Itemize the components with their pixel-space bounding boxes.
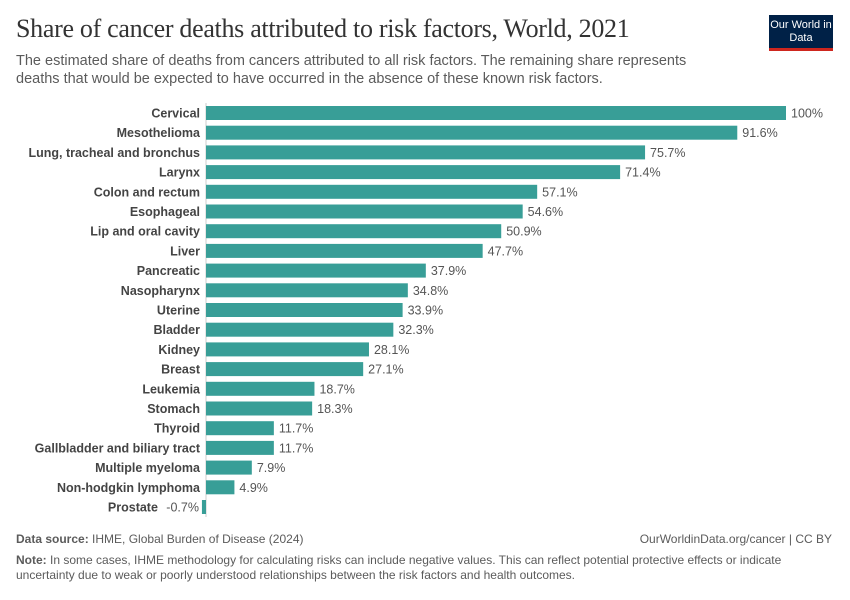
bar[interactable] [206,125,738,140]
value-label: 91.6% [742,126,777,140]
value-label: 32.3% [398,323,433,337]
bar[interactable] [206,421,274,436]
category-label: Multiple myeloma [95,461,201,475]
note-label: Note: [16,553,47,567]
source-label: Data source: [16,532,89,546]
value-label: 75.7% [650,146,685,160]
category-label: Thyroid [154,422,200,436]
bar[interactable] [206,381,315,396]
category-label: Prostate [108,501,158,515]
chart-title: Share of cancer deaths attributed to ris… [16,14,630,43]
category-label: Uterine [157,304,200,318]
value-label: 11.7% [279,422,314,436]
value-label: 18.3% [317,402,352,416]
value-label: 100% [791,107,823,121]
note-text: In some cases, IHME methodology for calc… [16,553,782,582]
value-label: 11.7% [279,441,314,455]
bar[interactable] [206,401,313,416]
value-label: 50.9% [506,225,541,239]
category-label: Bladder [153,323,200,337]
category-label: Non-hodgkin lymphoma [57,481,201,495]
bar[interactable] [206,303,403,317]
chart-url[interactable]: OurWorldinData.org/cancer | CC BY [639,532,832,546]
data-source: Data source: IHME, Global Burden of Dise… [16,532,303,546]
bar[interactable] [206,283,408,298]
bar[interactable] [206,440,274,455]
category-label: Leukemia [142,382,201,396]
bar[interactable] [206,480,235,495]
category-label: Liver [170,244,200,258]
chart-subtitle: The estimated share of deaths from cance… [16,53,687,87]
chart-note: Note: In some cases, IHME methodology fo… [16,553,816,583]
value-label: 18.7% [319,382,354,396]
category-label: Lung, tracheal and bronchus [28,146,200,160]
category-label: Stomach [147,402,200,416]
value-label: 33.9% [408,304,443,318]
category-label: Kidney [158,343,200,357]
value-label: 28.1% [374,343,409,357]
category-label: Colon and rectum [94,185,200,199]
bar[interactable] [206,460,252,475]
source-text[interactable]: IHME, Global Burden of Disease (2024) [92,532,304,546]
value-label: 7.9% [257,461,286,475]
category-label: Breast [161,363,201,377]
category-label: Nasopharynx [121,284,200,298]
bar[interactable] [206,322,394,337]
value-label: 37.9% [431,264,466,278]
bar[interactable] [206,145,646,160]
category-label: Gallbladder and biliary tract [35,441,201,455]
category-label: Esophageal [130,205,200,219]
bar[interactable] [206,165,621,180]
category-label: Mesothelioma [117,126,201,140]
category-label: Larynx [159,166,200,180]
value-label: 57.1% [542,185,577,199]
bar[interactable] [206,263,426,278]
bar-chart: Cervical 100% Mesothelioma 91.6% Lung, trach… [28,103,823,517]
value-label: 4.9% [239,481,267,495]
bar[interactable] [206,106,786,120]
bar[interactable] [206,342,369,357]
bar[interactable] [206,243,483,258]
value-label: 34.8% [413,284,448,298]
owid-logo[interactable]: Our World in Data [769,15,833,51]
value-label: -0.7% [166,501,199,515]
bar[interactable] [206,224,502,239]
bar[interactable] [206,204,523,219]
category-label: Lip and oral cavity [90,225,200,239]
bar[interactable] [206,362,364,377]
value-label: 47.7% [488,244,523,258]
value-label: 27.1% [368,363,403,377]
category-label: Pancreatic [137,264,200,278]
value-label: 54.6% [528,205,563,219]
bar[interactable] [206,184,538,199]
value-label: 71.4% [625,166,660,180]
bar[interactable] [201,500,206,514]
category-label: Cervical [151,107,200,121]
